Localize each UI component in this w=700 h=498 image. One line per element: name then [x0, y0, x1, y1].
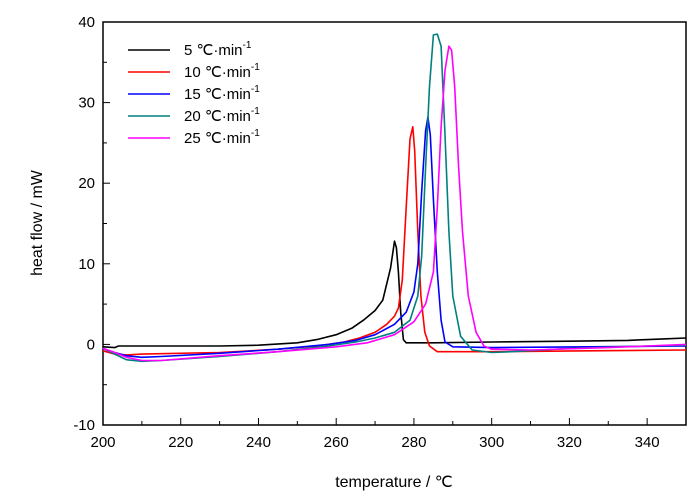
series-line-3 [102, 116, 687, 359]
x-tick-label: 200 [90, 434, 115, 451]
series-lines [102, 33, 687, 363]
series-line-1 [102, 240, 687, 349]
x-tick-label: 320 [557, 434, 582, 451]
y-tick-label: -10 [73, 417, 95, 434]
x-tick-label: 260 [324, 434, 349, 451]
x-tick-label: 340 [635, 434, 660, 451]
y-tick-label: 10 [78, 256, 95, 273]
legend-label: 5 ℃·min-1 [184, 40, 252, 59]
axis-tick-labels: 200 220 240 260 280 300 320 340 -10 0 10 20 30 40 [73, 14, 659, 451]
x-tick-label: 300 [479, 434, 504, 451]
y-axis-title: heat flow / mW [29, 169, 46, 276]
legend-label: 20 ℃·min-1 [184, 106, 260, 125]
x-tick-label: 280 [401, 434, 426, 451]
y-tick-label: 40 [78, 14, 95, 31]
series-line-5 [102, 45, 687, 362]
series-line-4 [102, 33, 687, 363]
x-axis-title: temperature / ℃ [335, 474, 453, 491]
legend: 5 ℃·min-1 10 ℃·min-1 15 ℃·min-1 20 ℃·min-1 2… [128, 40, 260, 147]
y-tick-label: 30 [78, 95, 95, 112]
y-tick-label: 20 [78, 175, 95, 192]
axis-ticks [102, 21, 687, 426]
x-tick-label: 220 [168, 434, 193, 451]
y-tick-label: 0 [87, 336, 95, 353]
plot-frame [102, 21, 687, 426]
legend-label: 25 ℃·min-1 [184, 128, 260, 147]
x-tick-label: 240 [246, 434, 271, 451]
legend-label: 10 ℃·min-1 [184, 62, 260, 81]
legend-label: 15 ℃·min-1 [184, 84, 260, 103]
